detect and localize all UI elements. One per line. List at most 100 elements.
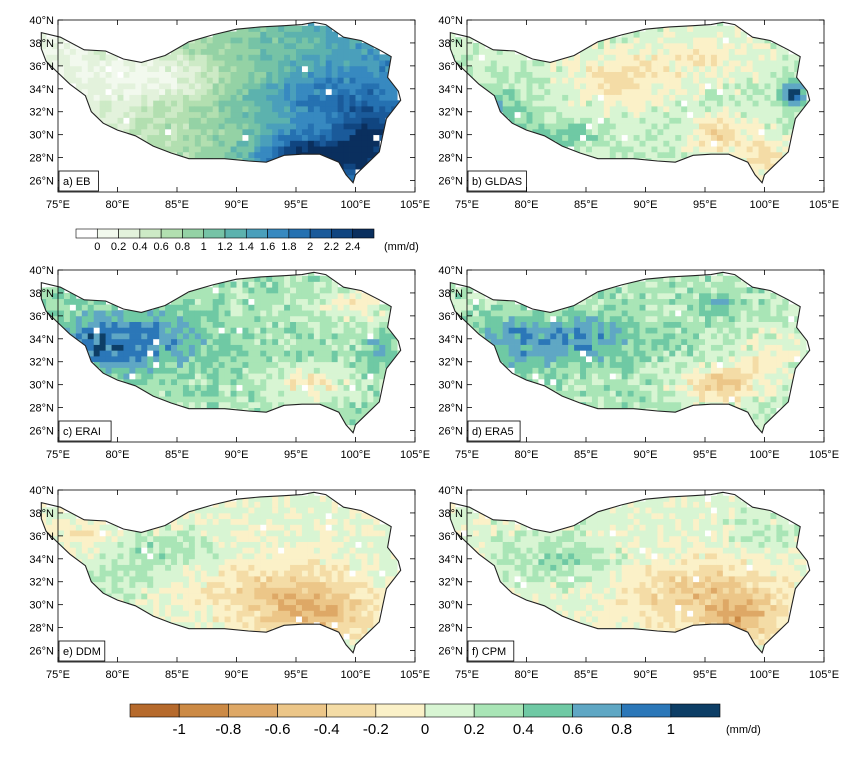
grid-cell — [496, 321, 504, 328]
grid-cell — [325, 281, 333, 288]
gridded-field — [41, 492, 401, 653]
grid-cell — [182, 558, 190, 565]
grid-cell — [266, 384, 273, 391]
grid-cell — [586, 333, 593, 340]
y-tick-label: 30°N — [438, 130, 463, 142]
grid-cell — [206, 140, 214, 147]
grid-cell — [621, 356, 629, 363]
grid-cell — [361, 367, 368, 374]
grid-cell — [111, 106, 118, 113]
grid-cell — [260, 157, 267, 164]
gridded-field — [450, 22, 810, 183]
grid-cell — [752, 146, 759, 153]
grid-cell — [41, 512, 47, 520]
grid-cell — [87, 570, 95, 577]
grid-cell — [379, 327, 386, 334]
grid-cell — [361, 77, 368, 84]
grid-cell — [105, 338, 112, 345]
grid-cell — [591, 117, 599, 124]
grid-cell — [687, 123, 694, 130]
grid-cell — [284, 373, 291, 380]
grid-cell — [165, 524, 172, 531]
grid-cell — [502, 94, 510, 101]
grid-cell — [764, 344, 771, 351]
grid-cell — [639, 321, 646, 328]
grid-cell — [633, 71, 640, 78]
grid-cell — [159, 94, 166, 101]
grid-cell — [752, 390, 759, 397]
grid-cell — [586, 356, 593, 363]
grid-cell — [301, 31, 309, 38]
grid-cell — [693, 304, 700, 311]
grid-cell — [580, 123, 587, 130]
grid-cell — [63, 71, 71, 78]
grid-cell — [758, 310, 765, 317]
grid-cell — [224, 117, 231, 124]
grid-cell — [681, 378, 688, 386]
grid-cell — [502, 71, 510, 78]
grid-cell — [716, 123, 724, 130]
grid-cell — [331, 106, 339, 113]
grid-cell — [450, 42, 456, 50]
grid-cell — [681, 54, 688, 61]
grid-cell — [224, 31, 231, 38]
grid-cell — [141, 604, 148, 611]
grid-cell — [705, 390, 712, 397]
grid-cell — [349, 65, 356, 72]
grid-cell — [218, 94, 225, 101]
grid-cell — [200, 518, 208, 525]
grid-cell — [111, 65, 118, 72]
grid-cell — [212, 315, 220, 322]
grid-cell — [177, 524, 184, 531]
grid-cell — [657, 128, 664, 136]
grid-cell — [272, 25, 279, 32]
grid-cell — [159, 83, 166, 90]
grid-cell — [236, 384, 243, 391]
grid-cell — [734, 338, 742, 345]
grid-cell — [580, 315, 587, 322]
grid-cell — [296, 83, 303, 90]
grid-cell — [52, 292, 59, 300]
grid-cell — [355, 378, 362, 386]
grid-cell — [117, 350, 124, 357]
grid-cell — [242, 361, 249, 368]
grid-cell — [722, 344, 730, 351]
y-tick-label: 26°N — [29, 176, 54, 188]
grid-cell — [373, 310, 380, 317]
grid-cell — [657, 37, 664, 44]
grid-cell — [171, 65, 178, 72]
grid-cell — [182, 598, 190, 606]
grid-cell — [266, 42, 273, 50]
grid-cell — [752, 304, 759, 311]
grid-cell — [788, 128, 795, 136]
grid-cell — [568, 350, 575, 357]
grid-cell — [337, 83, 344, 90]
grid-cell — [716, 83, 724, 90]
grid-cell — [147, 373, 154, 380]
grid-cell — [681, 350, 688, 357]
grid-cell — [770, 88, 777, 95]
grid-cell — [182, 321, 190, 328]
grid-cell — [212, 604, 220, 611]
grid-cell — [105, 581, 112, 588]
grid-cell — [740, 54, 748, 61]
grid-cell — [343, 287, 350, 294]
grid-cell — [710, 117, 718, 124]
grid-cell — [758, 37, 765, 44]
grid-cell — [141, 541, 148, 548]
grid-cell — [212, 60, 220, 67]
grid-cell — [307, 54, 315, 61]
grid-cell — [687, 338, 694, 345]
grid-cell — [710, 390, 718, 397]
grid-cell — [373, 333, 380, 340]
grid-cell — [544, 60, 551, 67]
grid-cell — [716, 117, 724, 124]
grid-cell — [710, 83, 718, 90]
grid-cell — [645, 77, 652, 84]
grid-cell — [194, 83, 202, 90]
grid-cell — [722, 60, 730, 67]
grid-cell — [687, 321, 694, 328]
grid-cell — [788, 77, 795, 84]
grid-cell — [675, 123, 682, 130]
grid-cell — [200, 146, 208, 153]
